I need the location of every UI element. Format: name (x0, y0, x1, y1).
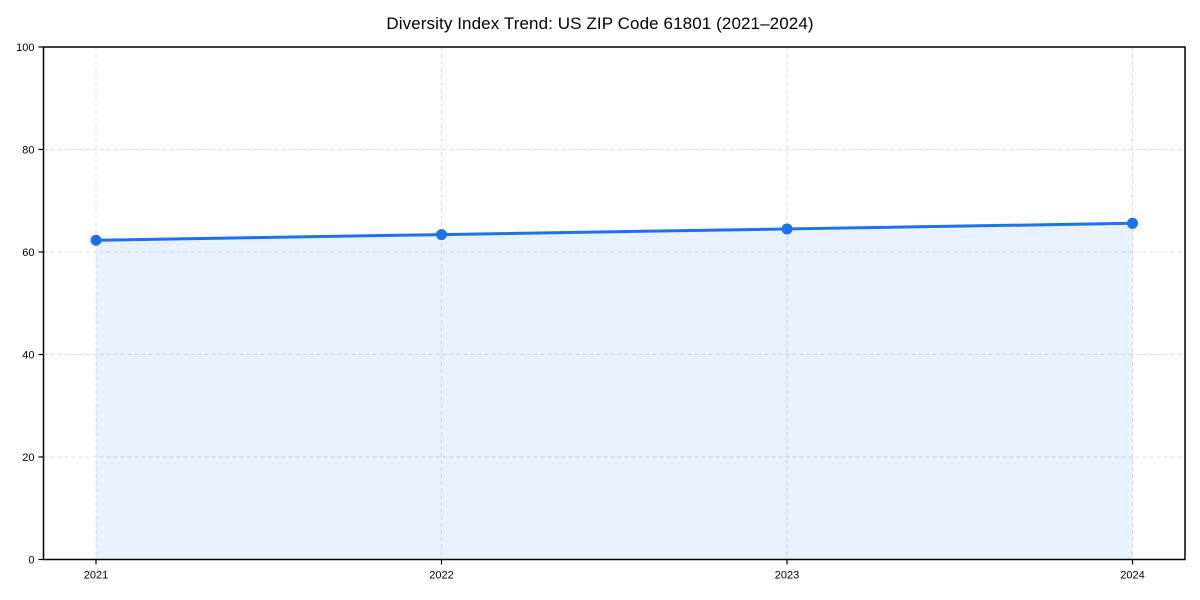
data-point (781, 223, 793, 235)
plot-frame (42, 46, 1186, 561)
trend-line (94, 221, 1134, 242)
x-axis-tick-label: 2023 (775, 570, 799, 582)
y-axis-tick-label: 100 (16, 42, 34, 54)
x-axis-tick-label: 2024 (1120, 570, 1144, 582)
area-fill (96, 223, 1133, 560)
y-axis-tick-label: 20 (22, 452, 34, 464)
y-axis-tick-label: 0 (28, 555, 34, 567)
x-axis-tick-label: 2022 (429, 570, 453, 582)
data-point (1127, 217, 1138, 229)
x-axis-tick-label: 2021 (84, 570, 108, 582)
data-point (90, 234, 102, 246)
chart-title: Diversity Index Trend: US ZIP Code 61801… (386, 14, 814, 33)
y-axis-tick-label: 80 (22, 145, 34, 157)
y-axis-tick-label: 40 (22, 350, 34, 362)
data-point (436, 229, 447, 241)
y-axis-tick-label: 60 (22, 247, 34, 259)
